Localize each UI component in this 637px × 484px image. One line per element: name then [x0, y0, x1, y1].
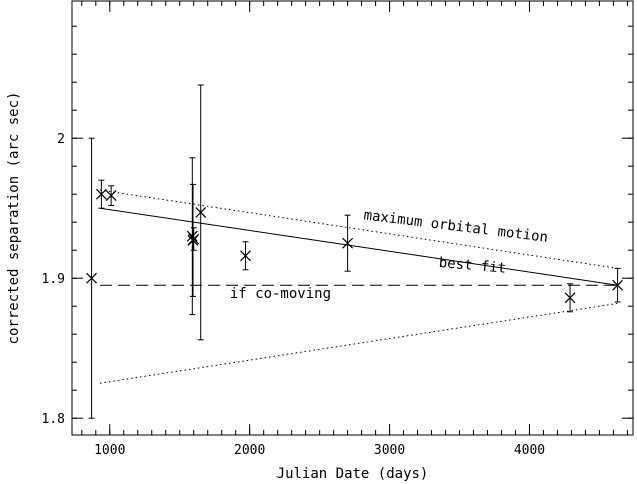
data-point	[240, 241, 251, 271]
annotation-best-fit: best fit	[438, 255, 507, 277]
x-tick-label: 4000	[514, 443, 545, 458]
cross-marker	[342, 237, 354, 249]
data-point	[95, 179, 107, 209]
annotation-if-co-moving: if co-moving	[230, 286, 331, 302]
line-best-fit	[99, 207, 618, 286]
plot-frame	[71, 0, 634, 436]
model-lines	[99, 189, 618, 384]
line-lower-bound	[99, 302, 618, 384]
annotation-maximum-orbital-motion: maximum orbital motion	[363, 207, 549, 245]
data-point	[188, 227, 200, 251]
x-tick-label: 2000	[234, 443, 265, 458]
cross-marker	[564, 292, 576, 304]
data-point	[612, 267, 624, 303]
y-tick-label: 1.8	[42, 412, 65, 427]
x-tick-label: 1000	[94, 443, 125, 458]
x-axis-label: Julian Date (days)	[277, 466, 429, 482]
cross-marker	[86, 272, 98, 284]
cross-marker	[612, 279, 624, 291]
data-point	[195, 84, 207, 341]
data-points	[86, 84, 624, 419]
y-axis-label: corrected separation (arc sec)	[6, 92, 22, 345]
cross-marker	[105, 190, 117, 202]
y-tick-label: 1.9	[42, 272, 65, 287]
cross-marker	[188, 233, 200, 245]
axis-ticks	[72, 1, 633, 435]
cross-marker	[186, 230, 198, 242]
line-maximum-orbital-motion	[99, 189, 618, 269]
tick-labels: 1000 2000 3000 4000 1.8 1.9 2	[42, 132, 546, 458]
data-point	[86, 137, 98, 419]
cross-marker	[95, 188, 107, 200]
x-tick-label: 3000	[374, 443, 405, 458]
data-point	[342, 214, 354, 272]
data-point	[564, 283, 576, 313]
cross-marker	[195, 206, 207, 218]
y-tick-label: 2	[57, 132, 65, 147]
data-point	[105, 185, 117, 206]
cross-marker	[240, 250, 251, 262]
annotations: maximum orbital motion best fit if co-movi…	[230, 207, 549, 301]
